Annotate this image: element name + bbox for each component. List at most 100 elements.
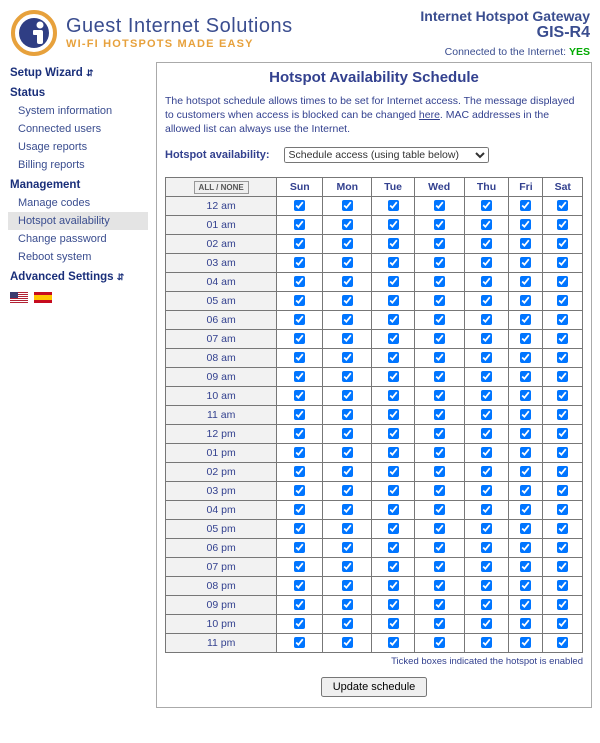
schedule-checkbox[interactable] [434, 561, 445, 572]
schedule-checkbox[interactable] [557, 409, 568, 420]
schedule-checkbox[interactable] [434, 257, 445, 268]
schedule-checkbox[interactable] [294, 238, 305, 249]
schedule-checkbox[interactable] [388, 200, 399, 211]
schedule-checkbox[interactable] [481, 276, 492, 287]
schedule-checkbox[interactable] [342, 295, 353, 306]
schedule-checkbox[interactable] [481, 371, 492, 382]
schedule-checkbox[interactable] [520, 352, 531, 363]
schedule-checkbox[interactable] [342, 447, 353, 458]
schedule-checkbox[interactable] [434, 504, 445, 515]
schedule-checkbox[interactable] [342, 599, 353, 610]
sidebar-item[interactable]: Usage reports [8, 138, 148, 156]
schedule-checkbox[interactable] [294, 352, 305, 363]
schedule-checkbox[interactable] [434, 314, 445, 325]
schedule-checkbox[interactable] [434, 428, 445, 439]
schedule-checkbox[interactable] [294, 542, 305, 553]
schedule-checkbox[interactable] [342, 276, 353, 287]
schedule-checkbox[interactable] [520, 466, 531, 477]
schedule-checkbox[interactable] [388, 276, 399, 287]
schedule-checkbox[interactable] [342, 409, 353, 420]
schedule-checkbox[interactable] [557, 542, 568, 553]
schedule-checkbox[interactable] [434, 295, 445, 306]
schedule-checkbox[interactable] [557, 523, 568, 534]
sidebar-item[interactable]: Manage codes [8, 194, 148, 212]
schedule-checkbox[interactable] [481, 485, 492, 496]
schedule-checkbox[interactable] [294, 466, 305, 477]
here-link[interactable]: here [419, 109, 440, 121]
schedule-checkbox[interactable] [434, 542, 445, 553]
schedule-checkbox[interactable] [434, 219, 445, 230]
flag-us-icon[interactable] [10, 292, 28, 303]
schedule-checkbox[interactable] [294, 599, 305, 610]
schedule-checkbox[interactable] [342, 637, 353, 648]
schedule-checkbox[interactable] [342, 257, 353, 268]
schedule-checkbox[interactable] [481, 618, 492, 629]
schedule-checkbox[interactable] [342, 466, 353, 477]
schedule-checkbox[interactable] [434, 580, 445, 591]
flag-es-icon[interactable] [34, 292, 52, 303]
schedule-checkbox[interactable] [557, 333, 568, 344]
schedule-checkbox[interactable] [481, 352, 492, 363]
schedule-checkbox[interactable] [557, 371, 568, 382]
sidebar-heading[interactable]: Setup Wizard ⇵ [8, 62, 148, 82]
schedule-checkbox[interactable] [342, 618, 353, 629]
schedule-checkbox[interactable] [388, 637, 399, 648]
schedule-checkbox[interactable] [294, 580, 305, 591]
schedule-checkbox[interactable] [520, 257, 531, 268]
schedule-checkbox[interactable] [388, 238, 399, 249]
schedule-checkbox[interactable] [557, 276, 568, 287]
schedule-checkbox[interactable] [294, 257, 305, 268]
schedule-checkbox[interactable] [520, 618, 531, 629]
schedule-checkbox[interactable] [388, 333, 399, 344]
schedule-checkbox[interactable] [520, 295, 531, 306]
schedule-checkbox[interactable] [481, 333, 492, 344]
schedule-checkbox[interactable] [388, 542, 399, 553]
schedule-checkbox[interactable] [481, 428, 492, 439]
schedule-checkbox[interactable] [294, 485, 305, 496]
schedule-checkbox[interactable] [481, 447, 492, 458]
schedule-checkbox[interactable] [294, 219, 305, 230]
schedule-checkbox[interactable] [520, 428, 531, 439]
schedule-checkbox[interactable] [520, 504, 531, 515]
sidebar-item[interactable]: Hotspot availability [8, 212, 148, 230]
schedule-checkbox[interactable] [342, 428, 353, 439]
schedule-checkbox[interactable] [388, 561, 399, 572]
schedule-checkbox[interactable] [520, 561, 531, 572]
schedule-checkbox[interactable] [342, 390, 353, 401]
schedule-checkbox[interactable] [434, 599, 445, 610]
schedule-checkbox[interactable] [520, 333, 531, 344]
schedule-checkbox[interactable] [434, 333, 445, 344]
schedule-checkbox[interactable] [388, 447, 399, 458]
schedule-checkbox[interactable] [434, 466, 445, 477]
schedule-checkbox[interactable] [557, 257, 568, 268]
schedule-checkbox[interactable] [342, 485, 353, 496]
schedule-checkbox[interactable] [520, 390, 531, 401]
schedule-checkbox[interactable] [294, 447, 305, 458]
schedule-checkbox[interactable] [434, 409, 445, 420]
schedule-checkbox[interactable] [557, 200, 568, 211]
schedule-checkbox[interactable] [294, 409, 305, 420]
schedule-checkbox[interactable] [481, 409, 492, 420]
schedule-checkbox[interactable] [342, 238, 353, 249]
schedule-checkbox[interactable] [481, 637, 492, 648]
schedule-checkbox[interactable] [557, 580, 568, 591]
schedule-checkbox[interactable] [342, 504, 353, 515]
schedule-checkbox[interactable] [557, 561, 568, 572]
schedule-checkbox[interactable] [481, 200, 492, 211]
schedule-checkbox[interactable] [388, 371, 399, 382]
schedule-checkbox[interactable] [388, 295, 399, 306]
schedule-checkbox[interactable] [557, 504, 568, 515]
schedule-checkbox[interactable] [520, 485, 531, 496]
schedule-checkbox[interactable] [294, 295, 305, 306]
schedule-checkbox[interactable] [294, 504, 305, 515]
schedule-checkbox[interactable] [294, 371, 305, 382]
sidebar-item[interactable]: Change password [8, 230, 148, 248]
schedule-checkbox[interactable] [557, 295, 568, 306]
schedule-checkbox[interactable] [388, 352, 399, 363]
schedule-checkbox[interactable] [294, 333, 305, 344]
sidebar-item[interactable]: System information [8, 102, 148, 120]
schedule-checkbox[interactable] [342, 561, 353, 572]
schedule-checkbox[interactable] [434, 637, 445, 648]
schedule-checkbox[interactable] [388, 485, 399, 496]
schedule-checkbox[interactable] [434, 276, 445, 287]
